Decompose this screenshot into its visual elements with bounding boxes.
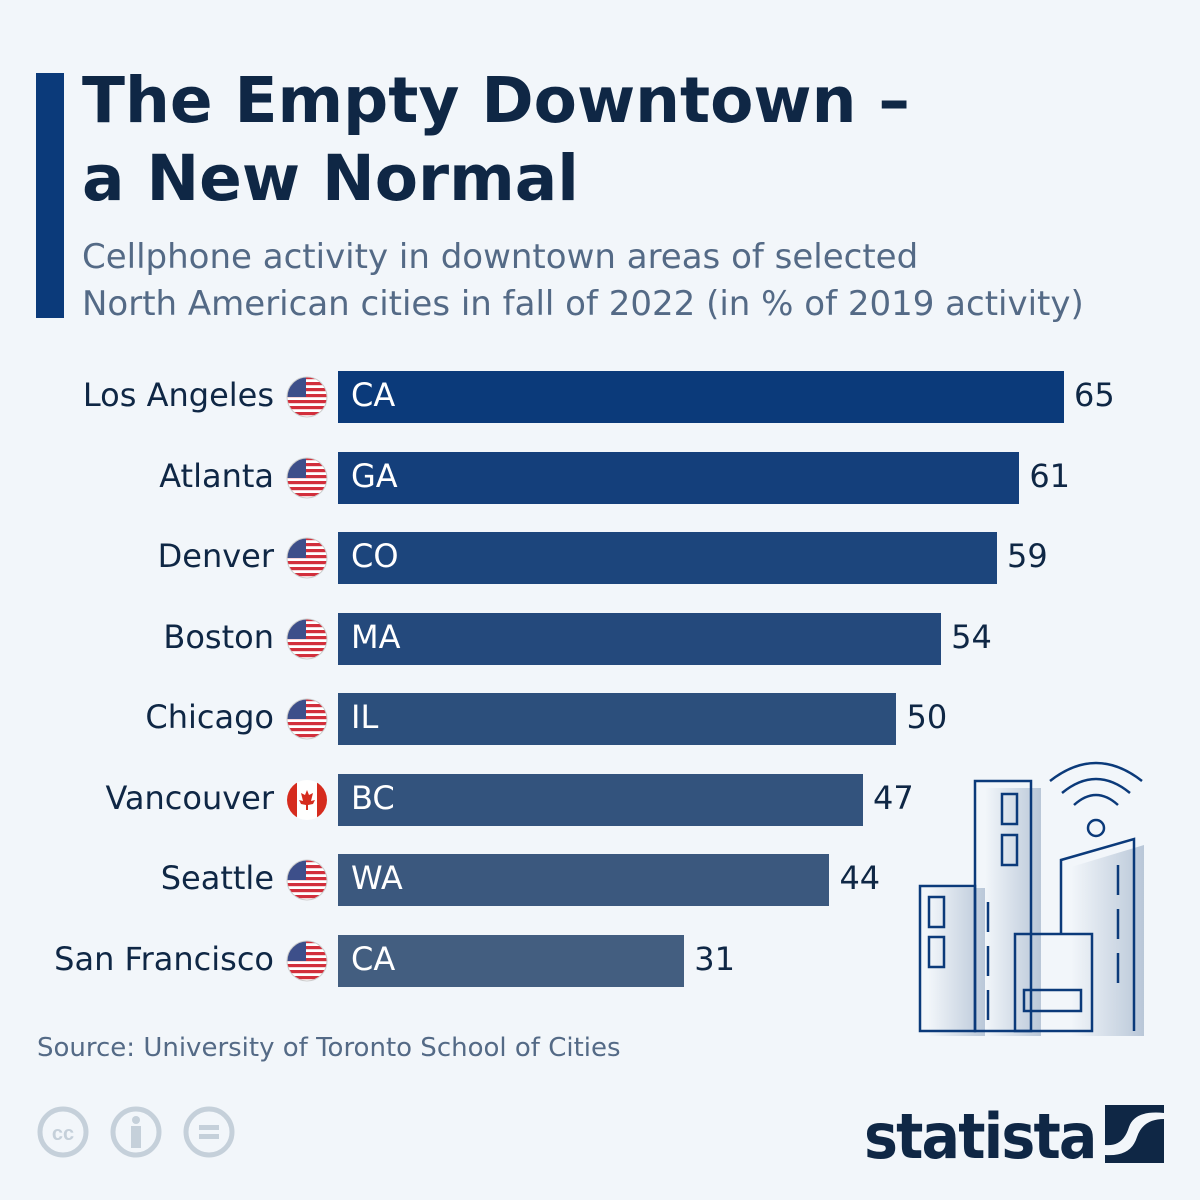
value-label: 65 (1074, 376, 1115, 414)
bar-row: Los Angeles CA 65 (0, 371, 1200, 423)
bar-row: Denver CO 59 (0, 532, 1200, 584)
subtitle-line: North American cities in fall of 2022 (i… (82, 284, 1084, 324)
us-flag-icon (286, 698, 328, 740)
us-flag-icon (286, 376, 328, 418)
bar: GA (338, 451, 1020, 504)
bar: CO (338, 532, 997, 584)
attribution-icon[interactable] (110, 1106, 162, 1158)
canada-flag-icon (286, 779, 328, 821)
us-flag-icon (286, 859, 328, 901)
source-note: Source: University of Toronto School of … (37, 1033, 621, 1063)
us-flag-icon (286, 537, 328, 579)
state-label: CA (351, 939, 396, 978)
us-flag-icon (286, 618, 328, 660)
city-label: Denver (157, 537, 274, 575)
value-label: 44 (839, 859, 881, 897)
city-buildings-illustration (918, 761, 1144, 1036)
city-label: Los Angeles (82, 376, 274, 414)
bar: BC (338, 773, 863, 826)
value-label: 31 (694, 939, 735, 978)
bar-row: San Francisco CA 31 (0, 934, 1200, 987)
title-accent-bar (36, 73, 64, 318)
bar-row: Atlanta GA 61 (0, 451, 1200, 504)
value-label: 54 (951, 617, 992, 656)
city-label: Vancouver (105, 778, 274, 817)
state-label: MA (351, 617, 401, 656)
state-label: GA (351, 456, 398, 495)
state-label: IL (351, 698, 379, 736)
svg-text:cc: cc (52, 1123, 74, 1145)
bar-row: Chicago IL 50 (0, 693, 1200, 745)
value-label: 59 (1006, 537, 1048, 575)
creative-commons-icon[interactable]: cc (37, 1106, 89, 1158)
us-flag-icon (286, 940, 328, 982)
bar: CA (338, 371, 1064, 423)
bar: CA (338, 934, 685, 987)
state-label: BC (351, 778, 395, 817)
title-line: a New Normal (82, 142, 579, 215)
bar-row: Seattle WA 44 (0, 854, 1200, 906)
value-label: 47 (872, 778, 914, 817)
city-label: Seattle (160, 859, 274, 897)
bar-row: Vancouver BC 47 (0, 773, 1200, 826)
state-label: CA (351, 376, 396, 414)
bar: WA (338, 854, 830, 906)
bar: MA (338, 612, 942, 665)
value-label: 50 (906, 698, 948, 736)
statista-logo[interactable]: statista (864, 1100, 1097, 1173)
state-label: WA (351, 859, 403, 897)
us-flag-icon (286, 457, 328, 499)
no-derivatives-icon[interactable] (183, 1106, 235, 1158)
city-label: Boston (163, 617, 274, 656)
state-label: CO (351, 537, 399, 575)
city-label: Chicago (145, 698, 274, 736)
city-label: San Francisco (54, 939, 274, 978)
bar-row: Boston MA 54 (0, 612, 1200, 665)
bar: IL (338, 693, 897, 745)
chart-title: The Empty Downtown – a New Normal (82, 62, 1082, 218)
chart-subtitle: Cellphone activity in downtown areas of … (82, 234, 1182, 328)
city-label: Atlanta (159, 456, 274, 495)
value-label: 61 (1029, 456, 1071, 495)
statista-logo-icon (1105, 1105, 1164, 1163)
subtitle-line: Cellphone activity in downtown areas of … (82, 237, 919, 277)
title-line: The Empty Downtown – (82, 64, 910, 137)
